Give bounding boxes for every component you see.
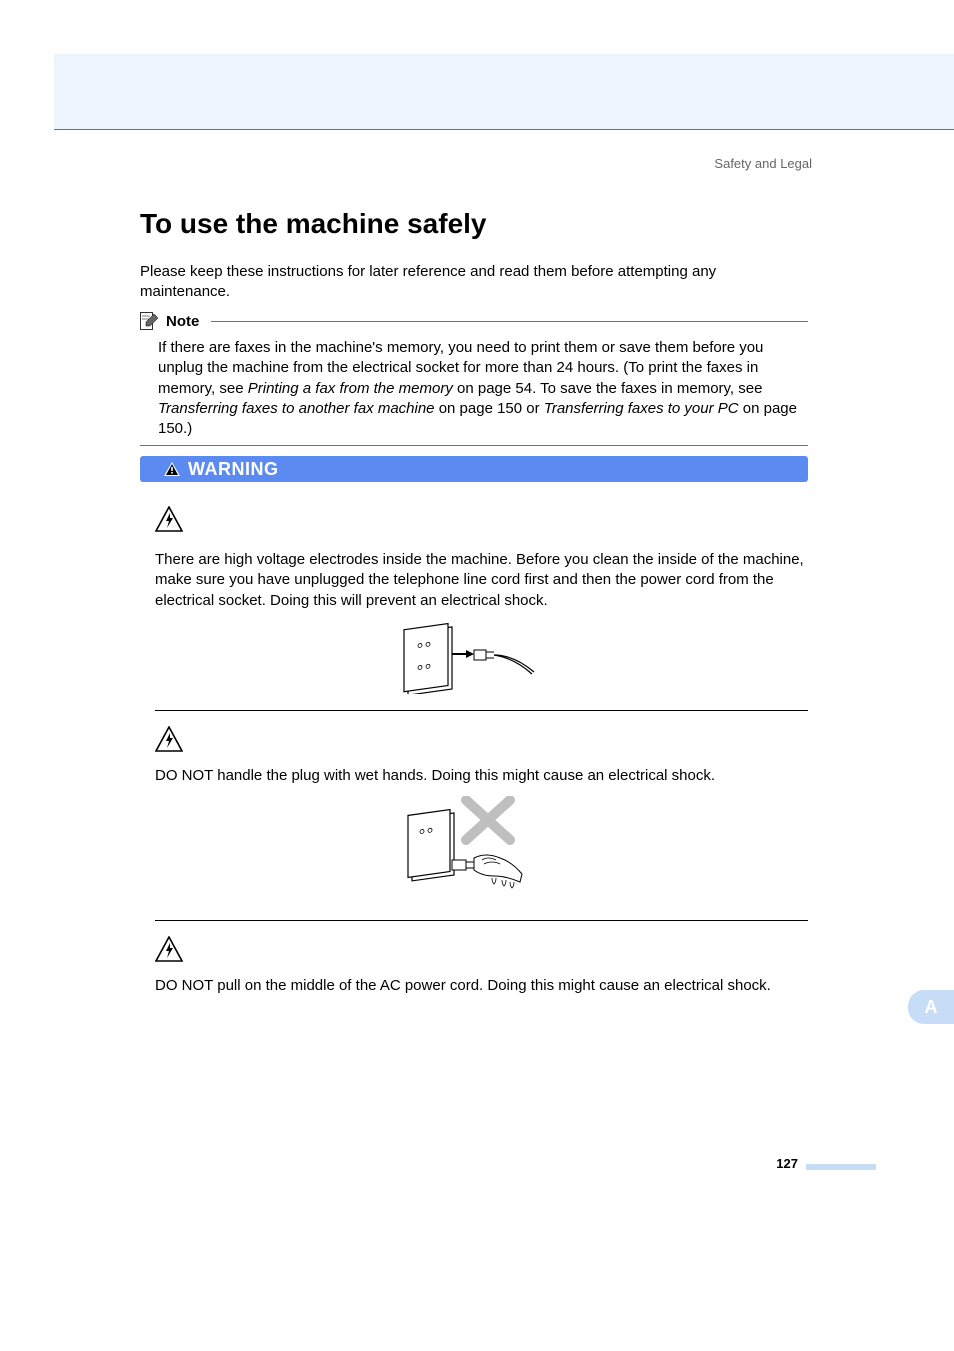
note-link-1: Printing a fax from the memory [248, 380, 453, 397]
pencil-note-icon [140, 312, 160, 330]
warning-triangle-icon [164, 462, 180, 476]
electric-hazard-icon [155, 726, 183, 752]
note-header: Note [140, 312, 808, 330]
warning-paragraph-1: There are high voltage electrodes inside… [155, 550, 808, 611]
top-band [54, 54, 954, 130]
warning-bar: WARNING [140, 456, 808, 482]
hazard-block-3 [155, 936, 183, 974]
note-text-4: on page 150 or [435, 400, 544, 417]
page-root: Safety and Legal To use the machine safe… [0, 0, 954, 1351]
hazard-block-1 [155, 506, 183, 544]
section-header: Safety and Legal [714, 156, 812, 171]
note-body: If there are faxes in the machine's memo… [140, 334, 808, 445]
unplug-illustration [402, 616, 550, 694]
intro-paragraph: Please keep these instructions for later… [140, 262, 810, 303]
page-title: To use the machine safely [140, 208, 487, 240]
note-link-5: Transferring faxes to your PC [544, 400, 739, 417]
warning-paragraph-2: DO NOT handle the plug with wet hands. D… [155, 766, 808, 786]
note-rule-bottom [140, 445, 808, 446]
wet-hands-illustration [404, 796, 548, 896]
section-tab-letter: A [925, 997, 938, 1018]
note-rule-top [211, 321, 808, 322]
section-tab: A [908, 990, 954, 1024]
note-label: Note [166, 313, 199, 330]
page-footer-accent [806, 1164, 876, 1170]
electric-hazard-icon [155, 936, 183, 962]
hazard-block-2 [155, 726, 183, 764]
electric-hazard-icon [155, 506, 183, 532]
warning-bar-label: WARNING [188, 459, 279, 480]
warning-separator-2 [155, 920, 808, 921]
note-link-3: Transferring faxes to another fax machin… [158, 400, 435, 417]
note-text-2: on page 54. To save the faxes in memory,… [453, 380, 763, 397]
warning-separator-1 [155, 710, 808, 711]
note-block: Note If there are faxes in the machine's… [140, 312, 808, 446]
warning-paragraph-3: DO NOT pull on the middle of the AC powe… [155, 976, 808, 996]
page-number: 127 [776, 1156, 798, 1171]
